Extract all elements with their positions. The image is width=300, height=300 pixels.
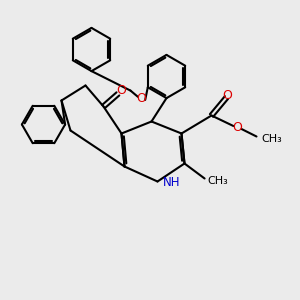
Text: CH₃: CH₃ [207, 176, 228, 187]
Text: CH₃: CH₃ [261, 134, 282, 145]
Text: O: O [117, 83, 126, 97]
Text: O: O [137, 92, 146, 105]
Text: NH: NH [163, 176, 180, 190]
Text: O: O [223, 88, 232, 102]
Text: O: O [232, 121, 242, 134]
